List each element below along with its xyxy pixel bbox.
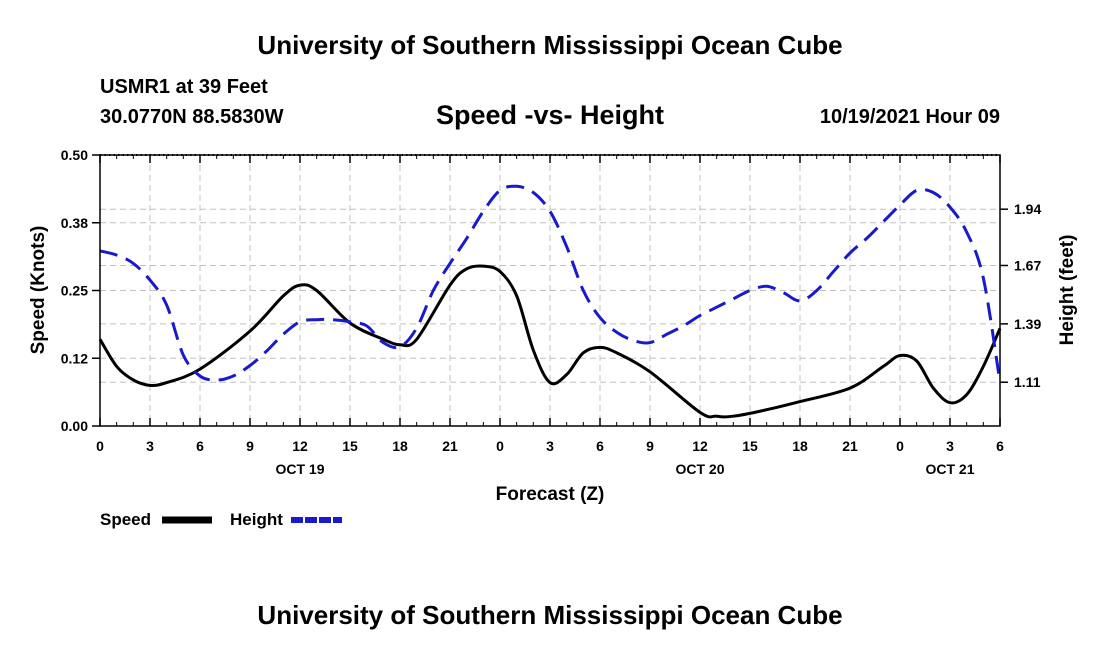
- x-date-label: OCT 20: [675, 461, 724, 477]
- y-tick-label: 0.38: [61, 215, 88, 231]
- y2-tick-label: 1.11: [1014, 374, 1041, 390]
- y2-axis-label: Height (feet): [1057, 235, 1078, 346]
- x-tick-label: 15: [742, 438, 758, 454]
- footer-title: University of Southern Mississippi Ocean…: [257, 600, 843, 630]
- x-tick-label: 6: [996, 438, 1004, 454]
- x-tick-label: 3: [146, 438, 154, 454]
- axis-ticks: [92, 154, 1008, 427]
- x-tick-label: 0: [896, 438, 904, 454]
- forecast-date-hour: 10/19/2021 Hour 09: [819, 106, 1000, 128]
- x-tick-label: 0: [96, 438, 104, 454]
- legend-height-label: Height: [230, 510, 283, 529]
- x-tick-label: 21: [842, 438, 858, 454]
- axis-tick-labels: 0 3 6 9 12 15 18 21 0 3 6 9 12 15 18 21 0 3 6 OCT 19 OCT 20 O…: [61, 147, 1042, 477]
- y-tick-label: 0.50: [61, 147, 88, 163]
- y-tick-label: 0.12: [61, 350, 88, 366]
- x-tick-label: 3: [946, 438, 954, 454]
- x-tick-label: 6: [596, 438, 604, 454]
- y2-tick-label: 1.39: [1014, 316, 1041, 332]
- main-title: University of Southern Mississippi Ocean…: [257, 30, 843, 60]
- x-tick-label: 6: [196, 438, 204, 454]
- chart-title: Speed -vs- Height: [435, 100, 665, 130]
- x-tick-label: 3: [546, 438, 554, 454]
- x-tick-label: 9: [246, 438, 254, 454]
- y-tick-label: 0.00: [61, 418, 88, 434]
- x-tick-label: 21: [442, 438, 458, 454]
- x-tick-label: 9: [646, 438, 654, 454]
- station-coordinates: 30.0770N 88.5830W: [100, 106, 284, 128]
- y-tick-label: 0.25: [61, 283, 88, 299]
- legend-speed-label: Speed: [100, 510, 151, 529]
- x-tick-label: 12: [292, 438, 308, 454]
- x-tick-label: 0: [496, 438, 504, 454]
- series-line-speed: [98, 264, 1002, 419]
- station-label: USMR1 at 39 Feet: [100, 76, 268, 98]
- x-tick-label: 15: [342, 438, 358, 454]
- legend: Speed Height: [100, 510, 342, 529]
- y2-tick-label: 1.67: [1014, 257, 1041, 273]
- x-tick-label: 18: [792, 438, 808, 454]
- series-lines: [98, 184, 1002, 419]
- x-date-label: OCT 21: [925, 461, 974, 477]
- grid: [100, 155, 1000, 426]
- x-axis-label: Forecast (Z): [496, 484, 605, 505]
- y-axis-label: Speed (Knots): [28, 226, 49, 355]
- x-tick-label: 18: [392, 438, 408, 454]
- series-line-height: [99, 184, 1002, 383]
- x-date-label: OCT 19: [275, 461, 324, 477]
- y2-tick-label: 1.94: [1014, 201, 1041, 217]
- speed-height-chart: 0 3 6 9 12 15 18 21 0 3 6 9 12 15 18 21 0 3 6 OCT 19 OCT 20 O…: [28, 147, 1078, 529]
- x-tick-label: 12: [692, 438, 708, 454]
